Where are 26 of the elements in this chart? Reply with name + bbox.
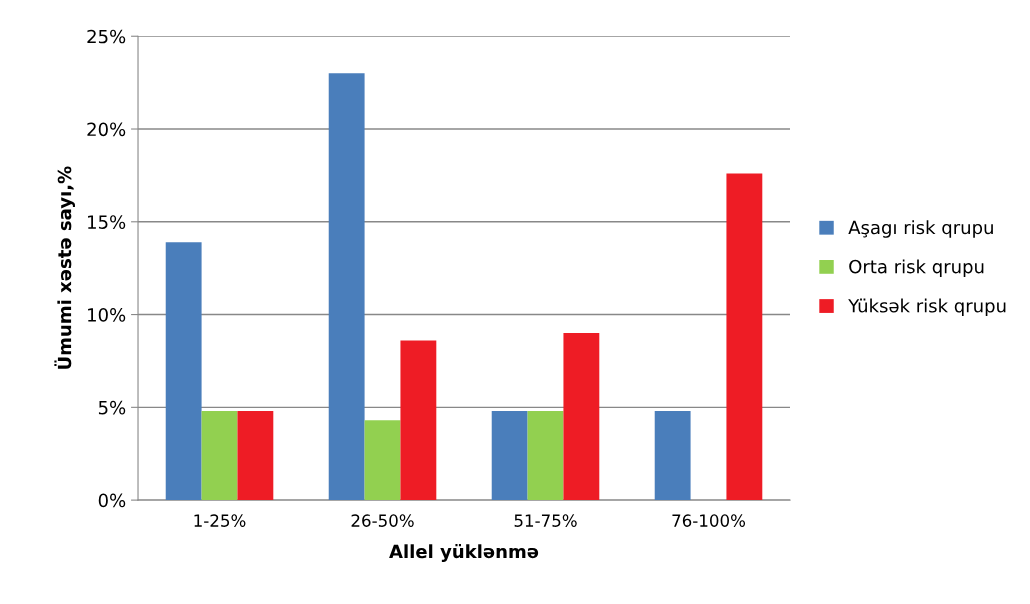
y-tick-label: 0% <box>98 493 126 508</box>
bar <box>400 340 437 501</box>
x-tick-label: 51-75% <box>514 514 577 527</box>
y-tick-label: 10% <box>88 308 126 322</box>
legend-label: Aşagı risk qrupu <box>848 220 993 238</box>
x-tick-label: 1-25% <box>194 514 246 527</box>
legend-label: Yüksək risk qrupu <box>848 298 1006 317</box>
bar <box>237 411 274 501</box>
y-tick-label: 5% <box>98 400 126 415</box>
bar <box>364 420 401 501</box>
bar <box>527 411 564 501</box>
x-tick-label: 26-50% <box>351 514 414 527</box>
bar <box>328 73 365 501</box>
bar <box>654 411 691 501</box>
bar <box>491 411 528 501</box>
y-tick-label: 15% <box>88 215 126 229</box>
x-tick-label: 76-100% <box>672 514 746 527</box>
bar <box>201 411 238 501</box>
bar <box>563 333 600 501</box>
x-axis-title: Allel yüklənmə <box>389 544 539 562</box>
bar <box>165 242 202 501</box>
y-tick-label: 25% <box>87 29 126 44</box>
legend-label: Orta risk qrupu <box>849 259 984 277</box>
y-tick-label: 20% <box>87 122 126 137</box>
bar <box>726 173 763 501</box>
y-axis-title: Ümumi xəstə sayı,% <box>54 166 75 369</box>
